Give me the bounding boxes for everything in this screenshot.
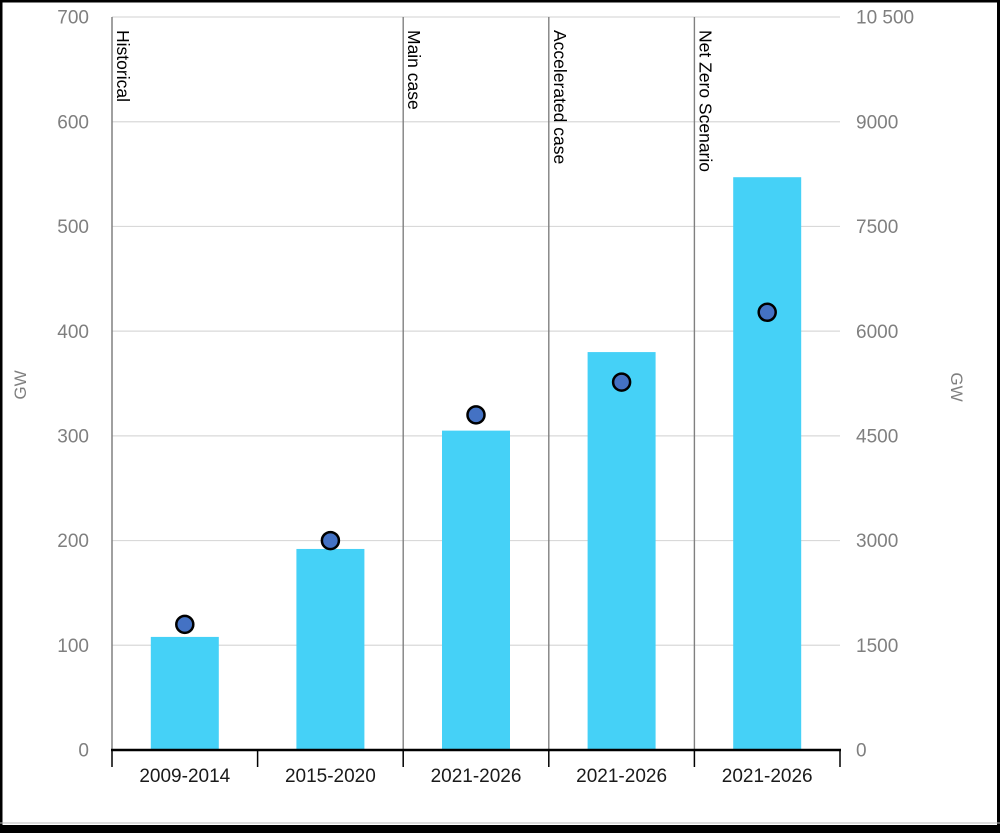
tick-label-right: 1500 xyxy=(856,636,898,657)
category-label: 2015-2020 xyxy=(285,766,376,787)
tick-label-left: 400 xyxy=(57,322,89,343)
tick-label-left: 500 xyxy=(57,217,89,238)
tick-label-right: 7500 xyxy=(856,217,898,238)
axis-title-right: GW xyxy=(947,372,966,401)
data-dot xyxy=(611,372,632,392)
bar xyxy=(733,177,802,750)
bar xyxy=(150,636,219,750)
frame-border-top xyxy=(0,0,1000,3)
data-dot xyxy=(466,405,486,425)
tick-label-right: 9000 xyxy=(856,112,898,133)
bar xyxy=(587,352,656,750)
panel-label: Net Zero Scenario xyxy=(695,30,715,172)
category-label: 2021-2026 xyxy=(431,766,522,787)
data-dot xyxy=(757,302,777,323)
tick-label-left: 300 xyxy=(57,427,89,448)
tick-label-right: 3000 xyxy=(856,531,898,552)
data-dot xyxy=(175,614,195,635)
panel-label: Accelerated case xyxy=(550,30,570,164)
tick-label-left: 200 xyxy=(57,531,89,552)
frame-border-right xyxy=(997,0,1000,833)
data-dot xyxy=(320,530,341,551)
bar xyxy=(442,430,510,750)
category-label: 2009-2014 xyxy=(139,766,230,787)
tick-label-left: 100 xyxy=(57,636,89,657)
category-label: 2021-2026 xyxy=(576,766,667,787)
tick-label-right: 10 500 xyxy=(856,8,914,29)
tick-label-left: 0 xyxy=(78,741,89,762)
tick-label-right: 0 xyxy=(856,741,867,762)
axis-title-left: GW xyxy=(11,370,30,399)
bar xyxy=(296,548,365,750)
tick-label-right: 6000 xyxy=(856,322,898,343)
tick-label-left: 600 xyxy=(57,112,89,133)
frame-border-bottom xyxy=(0,825,1000,833)
tick-label-left: 700 xyxy=(57,8,89,29)
tick-label-right: 4500 xyxy=(856,427,898,448)
category-label: 2021-2026 xyxy=(722,766,813,787)
frame-border-left xyxy=(0,0,3,833)
panel-label: Historical xyxy=(113,30,133,102)
panel-label: Main case xyxy=(404,30,424,110)
